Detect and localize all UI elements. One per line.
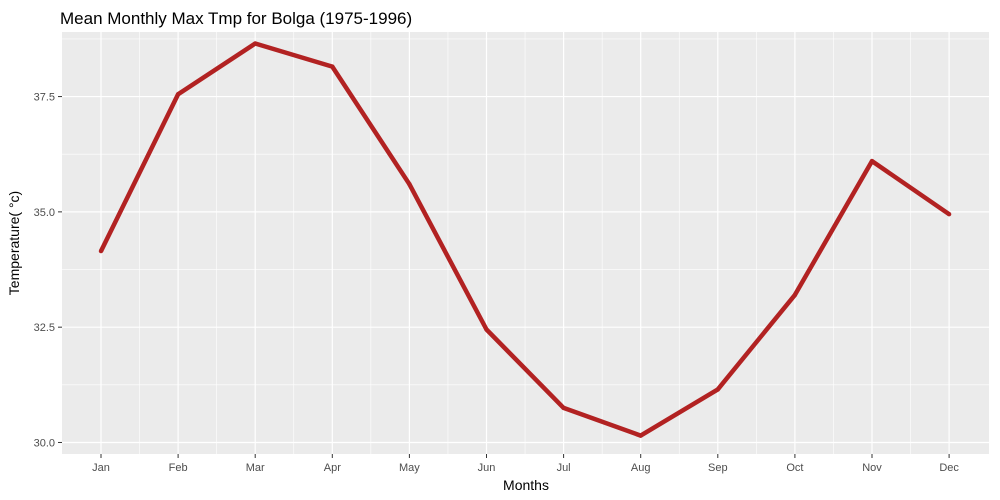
data-point xyxy=(638,433,643,438)
data-point xyxy=(407,181,412,187)
data-point xyxy=(484,327,489,332)
y-axis-title: Temperature( °c) xyxy=(6,191,22,295)
data-line-layer xyxy=(98,41,952,438)
x-tick-label: Nov xyxy=(862,462,882,474)
x-tick-label: Feb xyxy=(169,462,188,474)
x-tick-label: Jun xyxy=(478,462,496,474)
x-tick-label: Jul xyxy=(557,462,571,474)
data-point xyxy=(175,92,181,97)
y-axis: 30.0 32.5 35.0 37.5 xyxy=(34,92,62,449)
grid-lines xyxy=(62,32,989,454)
x-tick-label: Dec xyxy=(939,462,959,474)
data-point xyxy=(98,248,104,254)
x-tick-label: Oct xyxy=(786,462,803,474)
x-axis-title: Months xyxy=(503,477,549,493)
data-point xyxy=(330,64,335,69)
x-axis: Jan Feb Mar Apr May Jun Jul Aug Sep Oct Nov Dec xyxy=(92,454,959,474)
series-line xyxy=(98,41,951,438)
data-point xyxy=(561,405,566,411)
x-tick-label: Mar xyxy=(246,462,265,474)
y-tick-label: 30.0 xyxy=(34,437,55,449)
y-tick-label: 35.0 xyxy=(34,207,55,219)
chart-title: Mean Monthly Max Tmp for Bolga (1975-199… xyxy=(60,9,412,28)
y-tick-label: 37.5 xyxy=(34,92,55,104)
x-tick-label: Apr xyxy=(324,462,341,474)
data-point xyxy=(715,387,720,392)
data-point xyxy=(792,292,798,298)
data-point xyxy=(946,211,952,217)
data-point xyxy=(253,41,258,46)
plot-panel xyxy=(62,32,989,454)
x-tick-label: May xyxy=(399,462,420,474)
x-tick-label: Jan xyxy=(92,462,110,474)
data-point xyxy=(869,158,875,164)
x-tick-label: Sep xyxy=(708,462,728,474)
x-tick-label: Aug xyxy=(631,462,651,474)
y-tick-label: 32.5 xyxy=(34,322,55,334)
